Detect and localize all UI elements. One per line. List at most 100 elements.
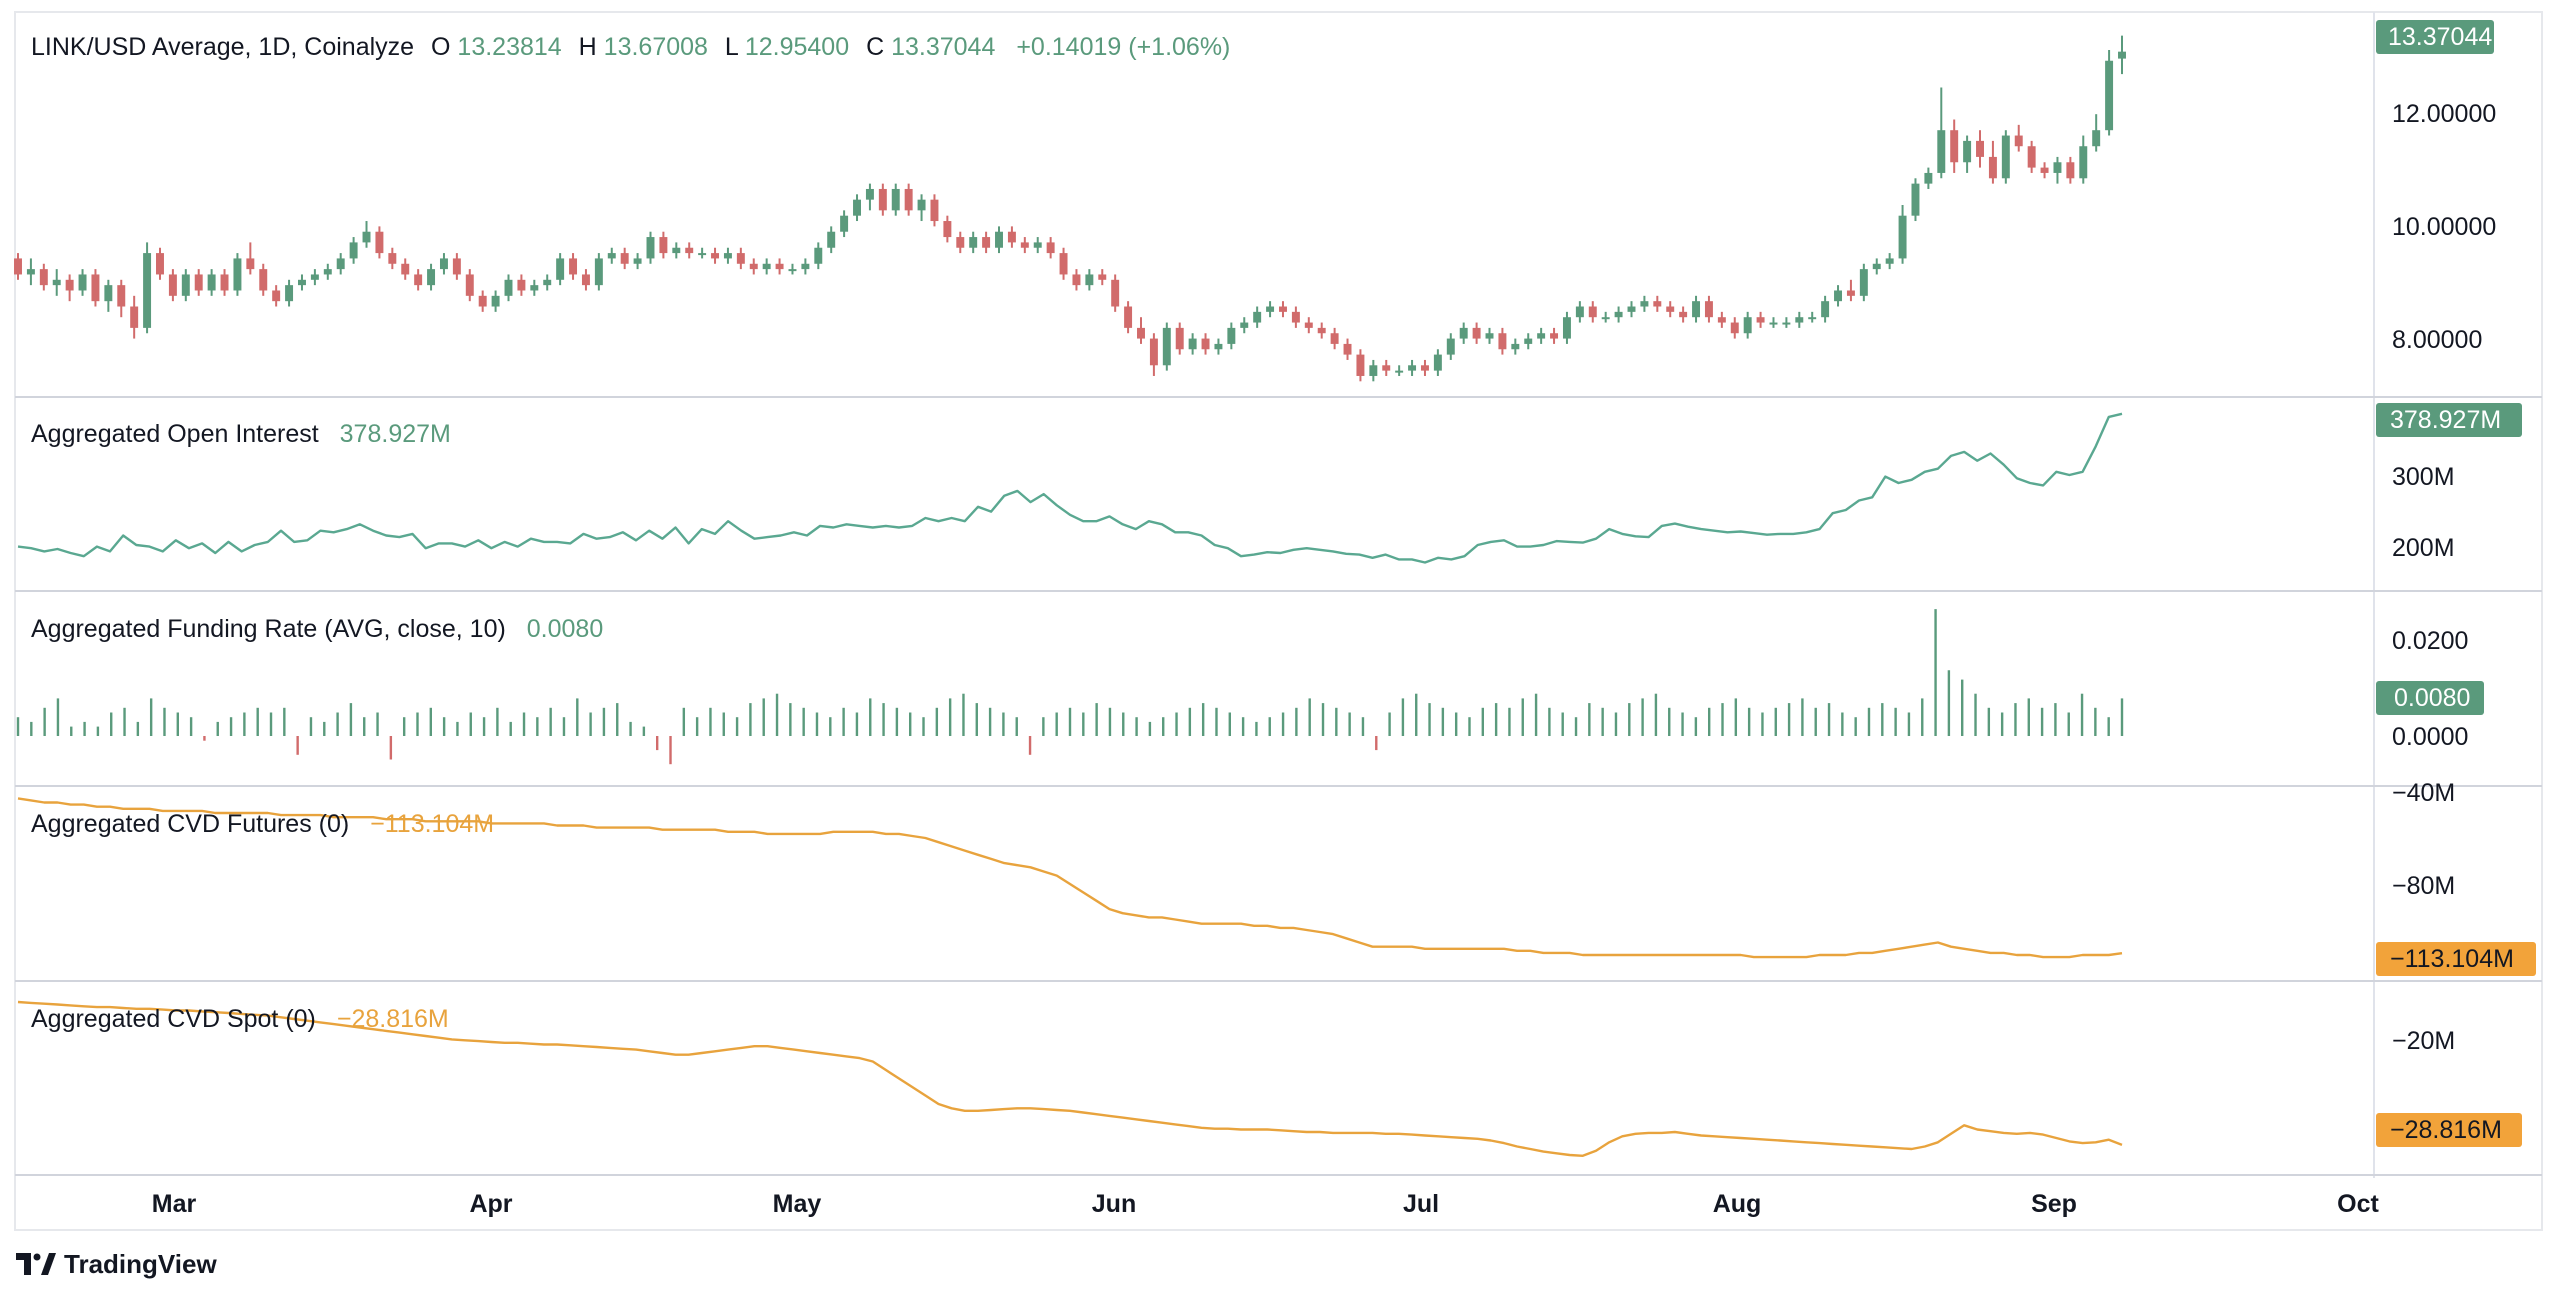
candle[interactable] xyxy=(1834,285,1843,307)
candle[interactable] xyxy=(1408,359,1417,376)
candle[interactable] xyxy=(594,253,603,291)
candle[interactable] xyxy=(1382,359,1391,376)
candle[interactable] xyxy=(530,279,539,296)
candle[interactable] xyxy=(801,258,810,275)
candle[interactable] xyxy=(1537,327,1546,344)
candle[interactable] xyxy=(1885,253,1894,270)
candle[interactable] xyxy=(1911,178,1920,222)
candle[interactable] xyxy=(1976,130,1984,168)
candle[interactable] xyxy=(1782,317,1791,328)
candle[interactable] xyxy=(1343,338,1352,360)
candle[interactable] xyxy=(1524,333,1533,350)
candle[interactable] xyxy=(401,258,410,280)
candle[interactable] xyxy=(969,231,978,254)
candle[interactable] xyxy=(1072,269,1081,291)
candle[interactable] xyxy=(1924,167,1933,189)
candle[interactable] xyxy=(310,269,319,286)
candle[interactable] xyxy=(2027,140,2036,173)
candle[interactable] xyxy=(1124,301,1133,334)
candle[interactable] xyxy=(491,290,500,312)
candle[interactable] xyxy=(1550,327,1559,344)
candle[interactable] xyxy=(1821,295,1830,323)
candle[interactable] xyxy=(1898,205,1907,264)
candle[interactable] xyxy=(375,226,384,259)
candle[interactable] xyxy=(1149,333,1158,376)
candle[interactable] xyxy=(1614,306,1623,323)
candle[interactable] xyxy=(672,242,681,259)
candle[interactable] xyxy=(414,269,423,291)
candle[interactable] xyxy=(2040,162,2049,179)
candle[interactable] xyxy=(1420,359,1429,376)
candle[interactable] xyxy=(556,253,565,286)
cvd-spot-line[interactable] xyxy=(17,1000,2123,1158)
candle[interactable] xyxy=(581,269,590,291)
candle[interactable] xyxy=(1859,263,1868,302)
candle[interactable] xyxy=(917,194,926,222)
candle[interactable] xyxy=(1020,237,1029,254)
cvd-spot-pane[interactable] xyxy=(17,1000,2123,1158)
candle[interactable] xyxy=(1395,365,1404,376)
candle[interactable] xyxy=(749,258,758,275)
candle[interactable] xyxy=(1033,237,1042,254)
cvd-futures-pane[interactable] xyxy=(17,797,2123,959)
candle[interactable] xyxy=(1498,327,1507,355)
candle[interactable] xyxy=(1730,317,1739,339)
candle[interactable] xyxy=(65,274,74,302)
candle[interactable] xyxy=(517,274,526,296)
candle[interactable] xyxy=(827,226,836,254)
candle[interactable] xyxy=(26,258,35,286)
candle[interactable] xyxy=(1227,322,1236,350)
candle[interactable] xyxy=(181,269,190,302)
candle[interactable] xyxy=(1201,333,1210,355)
candle[interactable] xyxy=(143,242,152,334)
candle[interactable] xyxy=(439,253,448,275)
candle[interactable] xyxy=(723,247,732,264)
candle[interactable] xyxy=(543,274,552,291)
candle[interactable] xyxy=(39,263,48,291)
candle[interactable] xyxy=(620,247,629,270)
candle[interactable] xyxy=(478,290,487,312)
candle[interactable] xyxy=(1291,306,1300,328)
candle[interactable] xyxy=(1653,295,1662,312)
candle[interactable] xyxy=(865,183,874,211)
candle[interactable] xyxy=(2118,35,2126,75)
candle[interactable] xyxy=(1330,327,1339,350)
candle[interactable] xyxy=(1743,311,1752,339)
candle[interactable] xyxy=(1472,322,1481,344)
candle[interactable] xyxy=(259,263,268,296)
candle[interactable] xyxy=(659,231,668,259)
tradingview-brand[interactable]: TradingView xyxy=(16,1248,217,1280)
candle[interactable] xyxy=(814,242,823,270)
candle[interactable] xyxy=(1846,279,1855,302)
price-candles[interactable] xyxy=(14,35,2126,382)
candle[interactable] xyxy=(1950,119,1959,173)
candle[interactable] xyxy=(117,279,126,318)
candle[interactable] xyxy=(646,231,655,264)
candle[interactable] xyxy=(1963,135,1972,173)
open-interest-pane[interactable] xyxy=(17,412,2123,564)
candle[interactable] xyxy=(878,183,887,216)
candle[interactable] xyxy=(891,183,900,216)
candle[interactable] xyxy=(1988,140,1997,184)
candle[interactable] xyxy=(1872,258,1881,275)
funding-rate-pane[interactable] xyxy=(16,609,2124,765)
candle[interactable] xyxy=(1111,274,1120,312)
candle[interactable] xyxy=(1692,295,1701,323)
candle[interactable] xyxy=(1304,317,1313,334)
cvd-spot-legend[interactable]: Aggregated CVD Spot (0) −28.816M xyxy=(31,1005,449,1033)
candle[interactable] xyxy=(1240,317,1249,334)
candle[interactable] xyxy=(1937,87,1946,179)
candle[interactable] xyxy=(91,269,100,307)
candle[interactable] xyxy=(504,274,513,302)
candle[interactable] xyxy=(1575,301,1584,323)
candle[interactable] xyxy=(904,183,913,216)
candle[interactable] xyxy=(1446,333,1455,360)
candle[interactable] xyxy=(1511,338,1520,355)
candle[interactable] xyxy=(2105,50,2114,136)
candle[interactable] xyxy=(1679,306,1688,323)
candle[interactable] xyxy=(168,269,177,302)
candle[interactable] xyxy=(633,253,642,270)
candle[interactable] xyxy=(52,269,61,296)
candle[interactable] xyxy=(840,210,849,238)
candle[interactable] xyxy=(1059,247,1068,280)
